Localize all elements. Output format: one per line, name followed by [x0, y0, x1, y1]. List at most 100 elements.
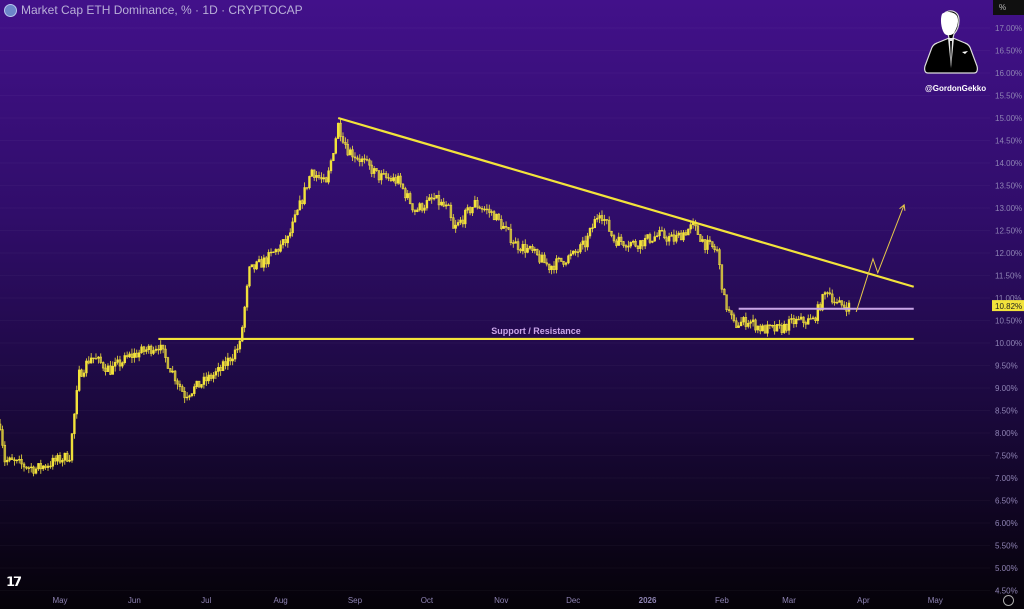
candle [39, 463, 43, 470]
candle [667, 236, 671, 242]
candle [209, 374, 213, 379]
candle [684, 232, 688, 236]
candle [454, 224, 457, 229]
candle [149, 345, 153, 354]
candle [507, 227, 510, 230]
candle [567, 255, 570, 264]
candle [811, 317, 815, 320]
y-tick-label: 8.50% [995, 407, 1018, 416]
candle [629, 242, 632, 247]
candle [831, 293, 834, 303]
candle [497, 213, 501, 220]
candle [279, 244, 282, 252]
candle [586, 235, 589, 248]
unit-label[interactable]: % [993, 0, 1024, 15]
ethereum-icon [4, 3, 17, 17]
candle [773, 324, 776, 332]
x-tick-label: Apr [857, 596, 870, 605]
x-tick-label: Nov [494, 596, 508, 605]
candle [293, 214, 297, 223]
candle [77, 369, 81, 391]
candle [607, 219, 611, 232]
candle [615, 240, 618, 246]
candle [49, 465, 52, 468]
candle [161, 344, 165, 350]
candle [504, 226, 508, 228]
candle [502, 226, 505, 229]
candle [416, 209, 419, 212]
candle [238, 340, 242, 350]
candle [140, 346, 143, 354]
y-tick-label: 16.00% [995, 69, 1022, 78]
candle [22, 463, 26, 468]
candle [219, 367, 222, 371]
candle [267, 252, 270, 265]
candle [250, 264, 254, 268]
candle [531, 246, 534, 251]
candle [780, 325, 784, 333]
chart-title-text: Market Cap ETH Dominance, % · 1D · CRYPT… [21, 3, 303, 17]
candle [821, 294, 824, 311]
candle [147, 345, 150, 350]
candle [380, 173, 383, 181]
descending-trendline [337, 116, 915, 288]
candle [104, 367, 107, 372]
candle [207, 374, 210, 382]
y-tick-label: 9.50% [995, 362, 1018, 371]
candle [63, 452, 66, 461]
candle [540, 254, 544, 263]
candle [58, 455, 62, 463]
candle [533, 248, 537, 251]
y-tick-label: 16.50% [995, 47, 1022, 56]
candle [236, 348, 239, 351]
candle [73, 413, 76, 435]
candle [783, 323, 786, 333]
candle [253, 264, 256, 270]
x-tick-label: May [928, 596, 943, 605]
y-tick-label: 6.50% [995, 497, 1018, 506]
candle [92, 357, 95, 360]
y-tick-label: 6.00% [995, 519, 1018, 528]
candle [557, 257, 561, 260]
candle [382, 173, 385, 175]
candle [372, 168, 376, 174]
candle [30, 466, 33, 469]
candle [804, 322, 808, 325]
candle [766, 324, 769, 334]
candle [408, 193, 412, 204]
candle [723, 288, 726, 296]
candle [826, 292, 829, 294]
annotations: Support / Resistance [158, 116, 915, 341]
candle [720, 264, 724, 290]
gear-icon[interactable] [1003, 595, 1014, 606]
candle [348, 149, 352, 156]
candle [113, 362, 117, 367]
candle [32, 466, 35, 474]
candle [130, 353, 134, 358]
candle [269, 251, 273, 254]
candle [617, 236, 620, 246]
candle [229, 357, 232, 362]
watermark-handle: @GordonGekko [925, 84, 987, 93]
candle [730, 310, 733, 316]
candle [262, 257, 266, 268]
tradingview-logo[interactable]: 𝟭𝟳 [6, 574, 22, 589]
candle [241, 327, 244, 342]
candle [749, 321, 752, 324]
candle [761, 325, 764, 332]
y-tick-label: 13.50% [995, 182, 1022, 191]
candle [111, 365, 114, 375]
candle [226, 357, 230, 366]
candle [682, 232, 685, 241]
candle [488, 208, 491, 213]
candle [639, 240, 642, 249]
candle [298, 200, 302, 211]
candle [205, 376, 208, 382]
candle [154, 348, 158, 351]
candle [344, 141, 347, 145]
candle [588, 228, 592, 237]
candle [68, 459, 71, 462]
candle [737, 325, 740, 328]
candle [116, 359, 119, 363]
